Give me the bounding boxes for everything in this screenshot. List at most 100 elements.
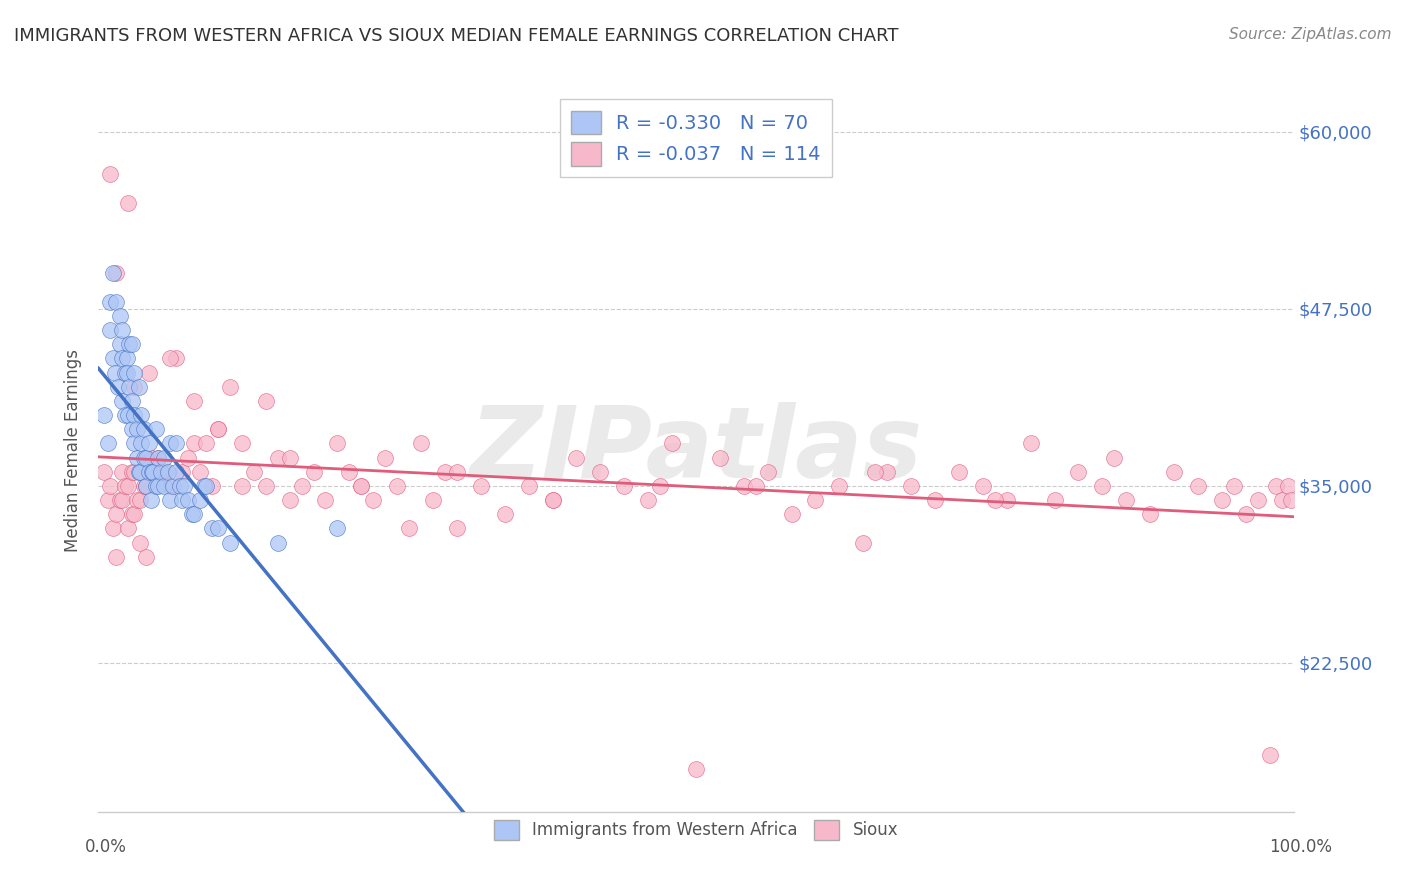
Point bbox=[1067, 465, 1090, 479]
Point bbox=[121, 422, 143, 436]
Point bbox=[93, 465, 115, 479]
Point bbox=[374, 450, 396, 465]
Point bbox=[105, 294, 128, 309]
Point bbox=[169, 479, 191, 493]
Point bbox=[948, 465, 970, 479]
Point bbox=[780, 507, 803, 521]
Point bbox=[180, 507, 202, 521]
Point bbox=[183, 507, 205, 521]
Text: 100.0%: 100.0% bbox=[1270, 838, 1331, 855]
Point bbox=[117, 195, 139, 210]
Point bbox=[132, 479, 155, 493]
Point bbox=[685, 762, 707, 776]
Point bbox=[124, 507, 146, 521]
Point bbox=[105, 549, 128, 564]
Point bbox=[385, 479, 409, 493]
Point bbox=[648, 479, 672, 493]
Point bbox=[589, 465, 612, 479]
Point bbox=[411, 436, 433, 450]
Point bbox=[201, 521, 224, 535]
Point bbox=[121, 337, 143, 351]
Point bbox=[138, 366, 160, 380]
Point bbox=[188, 465, 211, 479]
Point bbox=[108, 337, 131, 351]
Point bbox=[121, 393, 143, 408]
Point bbox=[172, 465, 194, 479]
Point bbox=[148, 450, 170, 465]
Point bbox=[315, 493, 337, 508]
Point bbox=[111, 465, 134, 479]
Point bbox=[124, 436, 146, 450]
Point bbox=[278, 493, 301, 508]
Point bbox=[1271, 493, 1294, 508]
Point bbox=[145, 422, 167, 436]
Text: IMMIGRANTS FROM WESTERN AFRICA VS SIOUX MEDIAN FEMALE EARNINGS CORRELATION CHART: IMMIGRANTS FROM WESTERN AFRICA VS SIOUX … bbox=[14, 27, 898, 45]
Point bbox=[434, 465, 457, 479]
Point bbox=[148, 450, 170, 465]
Point bbox=[1223, 479, 1246, 493]
Point bbox=[135, 549, 157, 564]
Point bbox=[117, 479, 139, 493]
Point bbox=[613, 479, 636, 493]
Point bbox=[828, 479, 851, 493]
Point bbox=[138, 465, 160, 479]
Point bbox=[153, 450, 176, 465]
Point bbox=[114, 408, 136, 422]
Point bbox=[1279, 493, 1302, 508]
Point bbox=[924, 493, 946, 508]
Point bbox=[115, 351, 138, 366]
Point bbox=[148, 479, 170, 493]
Point bbox=[165, 351, 187, 366]
Point bbox=[117, 521, 139, 535]
Text: ZIPatlas: ZIPatlas bbox=[470, 402, 922, 499]
Point bbox=[129, 493, 152, 508]
Point bbox=[733, 479, 755, 493]
Point bbox=[183, 436, 205, 450]
Text: Source: ZipAtlas.com: Source: ZipAtlas.com bbox=[1229, 27, 1392, 42]
Point bbox=[108, 493, 131, 508]
Point bbox=[149, 465, 172, 479]
Point bbox=[195, 436, 218, 450]
Point bbox=[125, 493, 148, 508]
Point bbox=[114, 479, 136, 493]
Point bbox=[105, 507, 128, 521]
Point bbox=[267, 535, 290, 549]
Point bbox=[135, 479, 157, 493]
Point bbox=[1163, 465, 1185, 479]
Point bbox=[183, 393, 205, 408]
Point bbox=[494, 507, 516, 521]
Point bbox=[131, 436, 153, 450]
Point bbox=[398, 521, 420, 535]
Point bbox=[111, 493, 134, 508]
Point bbox=[195, 479, 218, 493]
Point bbox=[326, 521, 349, 535]
Point bbox=[124, 465, 146, 479]
Point bbox=[188, 493, 211, 508]
Point bbox=[193, 479, 215, 493]
Point bbox=[363, 493, 385, 508]
Point bbox=[135, 450, 157, 465]
Point bbox=[98, 323, 122, 337]
Point bbox=[141, 450, 163, 465]
Point bbox=[125, 422, 148, 436]
Point bbox=[125, 450, 148, 465]
Text: 0.0%: 0.0% bbox=[84, 838, 127, 855]
Point bbox=[104, 366, 127, 380]
Point bbox=[111, 323, 134, 337]
Point bbox=[93, 408, 115, 422]
Point bbox=[97, 493, 120, 508]
Point bbox=[101, 351, 124, 366]
Point bbox=[124, 380, 146, 394]
Point bbox=[1019, 436, 1042, 450]
Point bbox=[145, 479, 167, 493]
Point bbox=[124, 408, 146, 422]
Point bbox=[422, 493, 444, 508]
Point bbox=[177, 450, 200, 465]
Point bbox=[156, 465, 179, 479]
Y-axis label: Median Female Earnings: Median Female Earnings bbox=[65, 349, 83, 552]
Point bbox=[98, 479, 122, 493]
Point bbox=[231, 436, 253, 450]
Point bbox=[117, 408, 139, 422]
Point bbox=[98, 294, 122, 309]
Point bbox=[201, 479, 224, 493]
